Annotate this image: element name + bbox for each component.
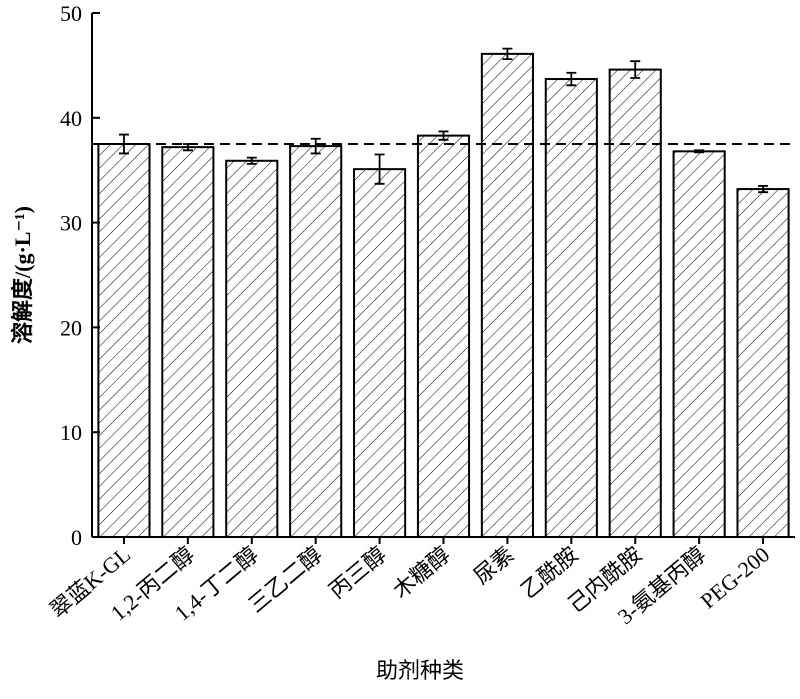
bar [608,68,662,538]
error-bar [118,133,129,155]
y-tick-label: 0 [71,525,82,550]
bar [480,52,534,538]
x-tick-label: 木糖醇 [388,542,455,604]
bar [353,168,407,538]
error-bar [310,137,321,155]
bar [225,159,279,538]
bar [161,146,215,538]
x-tick-label: 丙三醇 [324,542,391,604]
bar [736,188,790,538]
error-bar [630,60,641,79]
error-bar [246,156,257,165]
bar [416,134,471,538]
bar [97,143,151,538]
y-tick-label: 40 [60,106,82,131]
error-bar [758,185,769,194]
y-axis-label: 溶解度/(g·L⁻¹) [10,206,35,344]
error-bar [566,71,577,87]
y-tick-label: 10 [60,420,82,445]
y-tick-label: 30 [60,211,82,236]
bar [289,145,343,538]
bar [544,78,598,539]
y-tick-label: 50 [60,1,82,26]
x-tick-label: PEG-200 [695,542,774,614]
error-bar [502,47,513,61]
y-tick-label: 20 [60,315,82,340]
error-bar [374,153,385,185]
x-axis-label: 助剂种类 [376,658,464,683]
bar [672,150,726,538]
error-bar [438,130,449,141]
x-tick-label: 尿素 [469,542,519,589]
error-bar [694,149,705,154]
